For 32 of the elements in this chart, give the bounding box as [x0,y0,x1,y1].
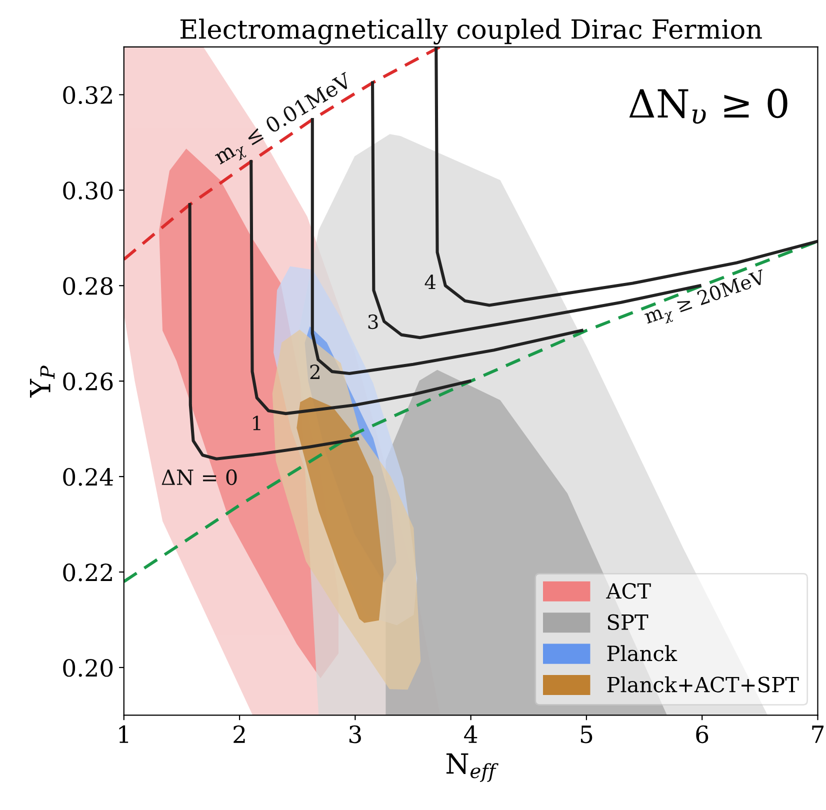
x-tick-label: 5 [580,726,592,744]
series-label: 2 [310,364,320,379]
y-tick-label: 0.26 [63,372,113,390]
y-tick-label: 0.20 [63,658,113,677]
annotation: m$_{χ}$ ≤ 0.01MeV [212,72,356,170]
y-tick-label: 0.30 [63,182,113,200]
y-axis-title: Y$_{P}$ [30,366,55,398]
x-tick-label: 2 [234,725,245,743]
line-series [188,202,360,460]
chart-title: Electromagnetically coupled Dirac Fermion [180,18,762,45]
x-tick-label: 7 [812,726,824,743]
x-tick-label: 6 [696,725,708,744]
annotation: m$_{χ}$ ≥ 20MeV [643,269,769,330]
series-label: 3 [368,314,378,330]
x-tick-label: 1 [119,725,128,743]
legend-label: SPT [608,614,648,630]
x-tick-label: 3 [349,725,361,744]
y-tick-label: 0.22 [63,563,112,582]
legend-label: Planck+ACT+SPT [607,676,799,692]
line-series [250,160,472,416]
y-tick-label: 0.24 [63,468,113,486]
y-tick-label: 0.32 [63,86,112,104]
series-label: 1 [253,416,260,430]
annotation: ΔN$_{υ}$ ≥ 0 [629,88,788,124]
series-label: 4 [424,274,436,290]
legend-label: Planck [607,645,678,662]
series-label: ΔN = 0 [162,469,237,486]
legend-label: ACT [606,583,651,599]
x-axis-title: N$_{eff}$ [446,753,498,782]
y-tick-label: 0.28 [63,277,113,295]
x-tick-label: 4 [464,725,478,743]
line-series [124,46,442,261]
